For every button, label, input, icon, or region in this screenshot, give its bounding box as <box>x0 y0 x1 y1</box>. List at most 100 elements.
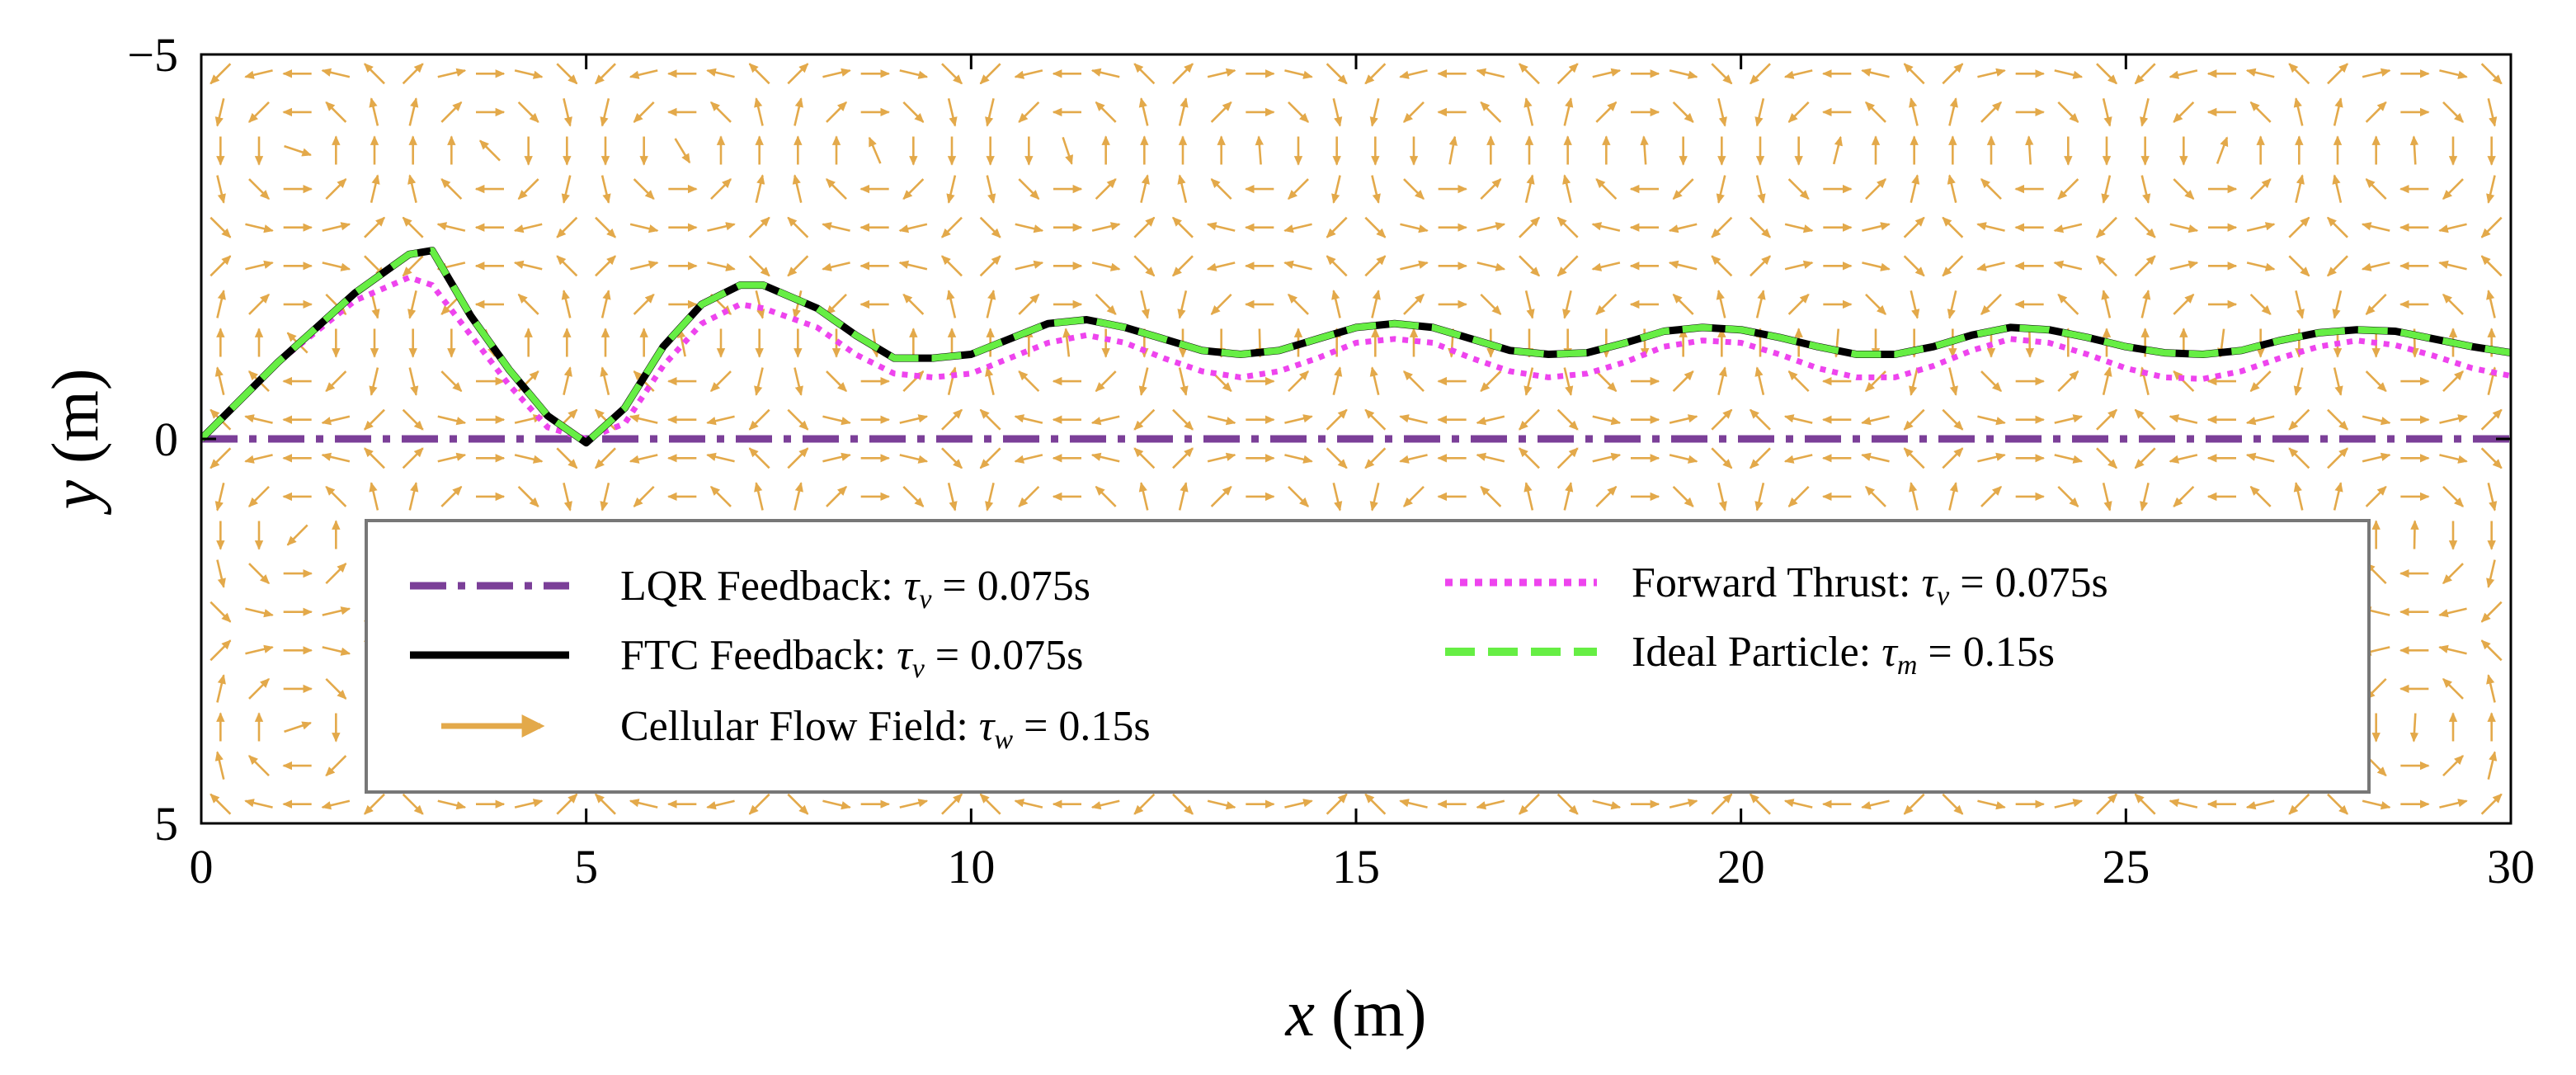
flow-arrow <box>2249 178 2272 200</box>
flow-arrow <box>979 447 1001 469</box>
flow-arrow <box>1091 262 1121 271</box>
flow-arrow <box>1288 293 1309 315</box>
flow-arrow <box>748 793 770 815</box>
flow-arrow <box>1015 260 1044 271</box>
flow-arrow <box>517 293 539 315</box>
flow-arrow <box>710 370 732 393</box>
flow-arrow <box>1364 216 1387 238</box>
flow-arrow <box>868 136 882 164</box>
flow-arrow <box>1595 485 1618 507</box>
flow-arrow <box>2293 367 2304 396</box>
flow-arrow <box>1787 485 1810 507</box>
flow-arrow <box>754 97 764 126</box>
flow-arrow <box>600 98 610 127</box>
flow-arrow <box>1172 793 1194 815</box>
flow-arrow <box>1595 101 1618 123</box>
legend-forward-tau: τ <box>1921 559 1938 606</box>
flow-arrow <box>1787 101 1810 123</box>
flow-arrow <box>369 367 379 396</box>
flow-arrow <box>1711 793 1733 815</box>
flow-arrow <box>595 793 616 815</box>
flow-arrow <box>321 415 351 426</box>
flow-arrow <box>941 447 963 469</box>
flow-arrow <box>2057 101 2079 123</box>
flow-arrow <box>748 408 770 431</box>
flow-arrow <box>214 483 225 512</box>
flow-arrow <box>2288 793 2310 815</box>
flow-arrow <box>1669 69 1698 79</box>
flow-arrow <box>364 216 385 238</box>
flow-arrow <box>1476 68 1505 78</box>
legend-lqr-tau: τ <box>904 563 921 610</box>
flow-arrow <box>979 63 1001 85</box>
flow-arrow <box>1133 447 1156 469</box>
flow-arrow <box>1948 482 1958 511</box>
flow-arrow <box>561 290 572 318</box>
flow-arrow <box>1562 174 1572 203</box>
flow-arrow <box>822 262 850 271</box>
flow-arrow <box>1018 101 1040 123</box>
flow-arrow <box>1591 222 1621 232</box>
flow-arrow <box>210 255 232 277</box>
flow-arrow <box>1787 178 1810 200</box>
flow-arrow <box>210 639 232 662</box>
flow-arrow <box>1942 63 1964 85</box>
flow-arrow <box>1476 415 1505 426</box>
flow-arrow <box>1832 135 1843 165</box>
flow-arrow <box>1095 485 1117 507</box>
flow-arrow <box>1091 222 1121 232</box>
flow-arrow <box>822 68 851 78</box>
flow-arrow <box>600 175 611 204</box>
flow-arrow <box>1903 216 1925 238</box>
flow-arrow <box>1364 255 1387 277</box>
flow-arrow <box>2486 674 2496 703</box>
flow-arrow <box>1976 262 2005 271</box>
flow-arrow <box>513 223 543 233</box>
flow-arrow <box>556 447 578 469</box>
flow-arrow <box>364 63 385 85</box>
flow-arrow <box>1014 799 1043 809</box>
flow-arrow <box>2487 483 2498 512</box>
flow-arrow <box>1556 447 1579 469</box>
flow-arrow <box>1015 223 1044 233</box>
flow-arrow <box>1206 262 1236 271</box>
flow-arrow <box>2327 216 2348 238</box>
flow-arrow <box>325 563 347 585</box>
flow-arrow <box>248 563 270 585</box>
flow-arrow <box>1948 367 1958 396</box>
flow-arrow <box>517 178 539 200</box>
flow-arrow <box>1364 793 1387 815</box>
flow-arrow <box>787 63 809 85</box>
flow-arrow <box>1172 63 1194 85</box>
flow-arrow <box>2486 175 2496 204</box>
flow-arrow <box>2487 98 2498 127</box>
flow-arrow <box>2249 101 2272 123</box>
flow-arrow <box>244 454 273 464</box>
flow-arrow <box>2333 97 2343 126</box>
flow-arrow <box>1563 97 1574 126</box>
flow-arrow <box>1014 454 1043 464</box>
flow-arrow <box>1910 290 1920 319</box>
flow-arrow <box>2332 174 2343 203</box>
flow-arrow <box>2245 452 2275 463</box>
flow-arrow <box>706 452 735 463</box>
flow-arrow <box>1717 366 1727 395</box>
legend-label-ftc: FTC Feedback: τv = 0.075s <box>620 632 1083 684</box>
flow-arrow <box>1669 799 1698 809</box>
flow-arrow <box>710 101 732 123</box>
flow-arrow <box>1371 290 1381 318</box>
flow-arrow <box>1861 68 1890 78</box>
flow-arrow <box>2053 223 2083 233</box>
flow-arrow <box>437 68 467 78</box>
legend-ftc-tau: τ <box>897 632 914 679</box>
flow-arrow <box>2439 69 2468 79</box>
flow-arrow <box>2362 452 2391 463</box>
flow-arrow <box>517 485 539 507</box>
flow-arrow <box>826 485 847 507</box>
flow-arrow <box>1014 414 1043 424</box>
flow-arrow <box>1519 447 1540 469</box>
flow-arrow <box>1095 370 1117 393</box>
flow-arrow <box>2101 175 2112 204</box>
flow-arrow <box>1519 408 1540 431</box>
